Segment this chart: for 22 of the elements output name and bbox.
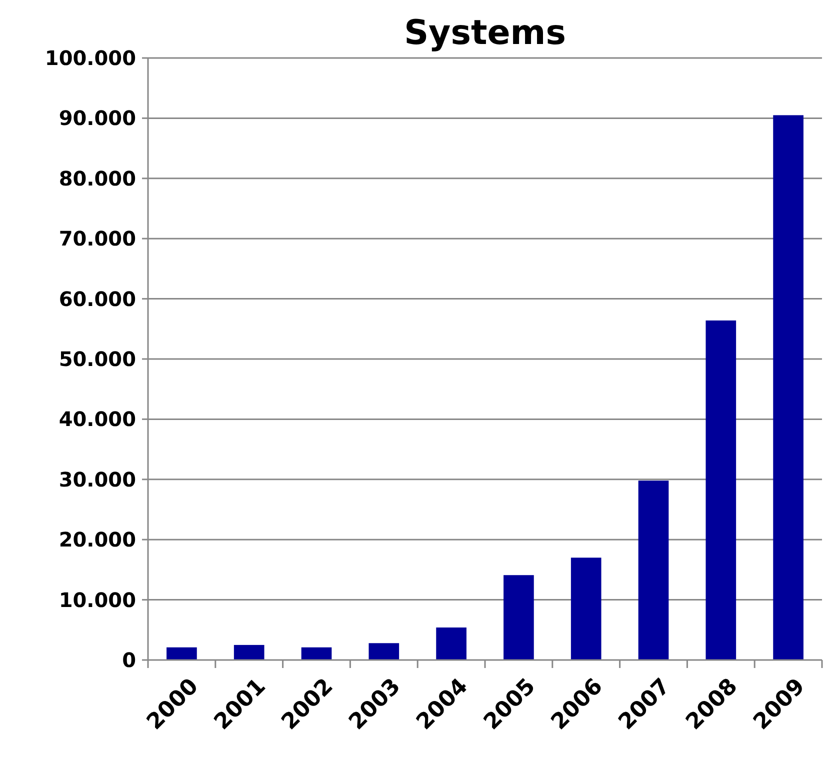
bar <box>773 115 804 660</box>
bar <box>368 643 400 660</box>
y-tick-label: 70.000 <box>58 226 136 251</box>
bar <box>570 558 602 660</box>
bar <box>436 627 466 660</box>
y-tick-label: 30.000 <box>58 467 136 492</box>
y-tick-label: 40.000 <box>58 407 136 432</box>
y-tick-label: 0 <box>122 648 136 672</box>
y-tick-label: 50.000 <box>58 347 136 371</box>
bar <box>234 644 264 660</box>
bar <box>504 575 534 660</box>
y-tick-label: 60.000 <box>58 286 136 311</box>
y-tick-label: 10.000 <box>58 588 136 612</box>
bar <box>301 647 332 660</box>
bar <box>638 480 669 660</box>
y-tick-label: 90.000 <box>58 106 136 130</box>
y-tick-label: 20.000 <box>58 528 136 552</box>
y-tick-label: 100.000 <box>44 46 136 70</box>
bar <box>166 647 197 660</box>
y-tick-label: 80.000 <box>58 166 136 190</box>
bar <box>706 320 736 660</box>
chart-title: Systems <box>404 13 566 53</box>
